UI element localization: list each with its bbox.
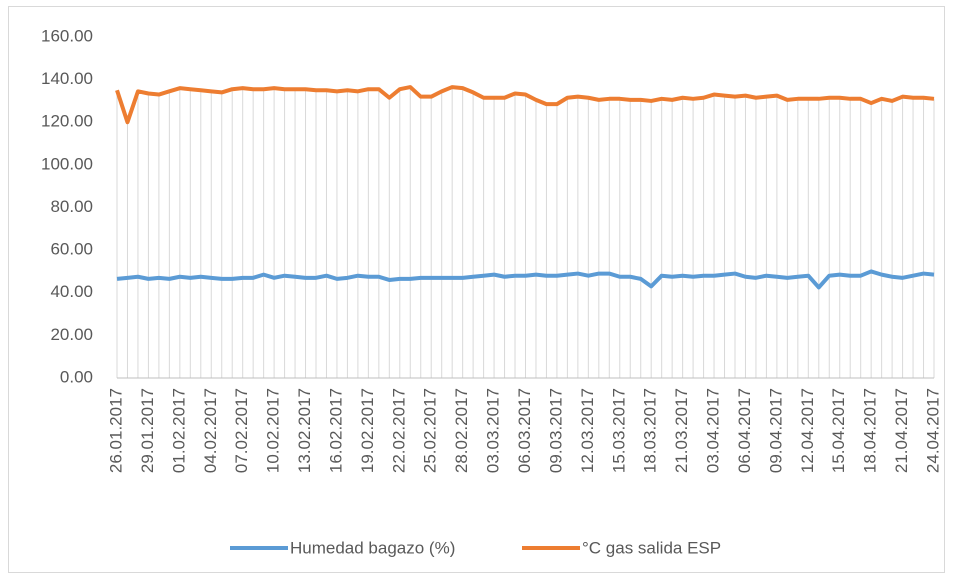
x-tick-label: 19.02.2017 bbox=[358, 388, 377, 473]
legend-label: Humedad bagazo (%) bbox=[290, 538, 455, 557]
x-tick-label: 09.03.2017 bbox=[546, 388, 565, 473]
y-tick-label: 160.00 bbox=[41, 26, 93, 45]
x-tick-label: 24.04.2017 bbox=[923, 388, 942, 473]
y-tick-label: 0.00 bbox=[60, 367, 93, 386]
x-tick-label: 01.02.2017 bbox=[169, 388, 188, 473]
x-tick-label: 07.02.2017 bbox=[232, 388, 251, 473]
y-tick-label: 100.00 bbox=[41, 154, 93, 173]
x-tick-label: 10.02.2017 bbox=[264, 388, 283, 473]
x-tick-label: 03.03.2017 bbox=[484, 388, 503, 473]
x-tick-label: 12.04.2017 bbox=[798, 388, 817, 473]
series-line bbox=[116, 269, 935, 290]
x-tick-label: 06.03.2017 bbox=[515, 388, 534, 473]
x-tick-label: 15.04.2017 bbox=[829, 388, 848, 473]
series-line bbox=[115, 85, 935, 125]
y-tick-label: 120.00 bbox=[41, 112, 93, 131]
x-tick-label: 26.01.2017 bbox=[106, 388, 125, 473]
x-tick-label: 09.04.2017 bbox=[766, 388, 785, 473]
legend-label: °C gas salida ESP bbox=[582, 538, 721, 557]
y-tick-label: 60.00 bbox=[50, 240, 93, 259]
y-tick-label: 140.00 bbox=[41, 69, 93, 88]
x-tick-label: 21.04.2017 bbox=[892, 388, 911, 473]
y-tick-label: 20.00 bbox=[50, 325, 93, 344]
y-tick-label: 80.00 bbox=[50, 197, 93, 216]
x-tick-label: 22.02.2017 bbox=[389, 388, 408, 473]
x-tick-label: 28.02.2017 bbox=[452, 388, 471, 473]
x-tick-label: 21.03.2017 bbox=[672, 388, 691, 473]
x-tick-label: 13.02.2017 bbox=[295, 388, 314, 473]
x-tick-label: 18.04.2017 bbox=[861, 388, 880, 473]
x-tick-label: 29.01.2017 bbox=[138, 388, 157, 473]
y-tick-label: 40.00 bbox=[50, 282, 93, 301]
x-tick-label: 06.04.2017 bbox=[735, 388, 754, 473]
x-tick-label: 03.04.2017 bbox=[704, 388, 723, 473]
x-tick-label: 16.02.2017 bbox=[326, 388, 345, 473]
x-tick-label: 25.02.2017 bbox=[421, 388, 440, 473]
x-tick-label: 12.03.2017 bbox=[578, 388, 597, 473]
x-tick-label: 04.02.2017 bbox=[201, 388, 220, 473]
x-tick-label: 18.03.2017 bbox=[641, 388, 660, 473]
x-tick-label: 15.03.2017 bbox=[609, 388, 628, 473]
